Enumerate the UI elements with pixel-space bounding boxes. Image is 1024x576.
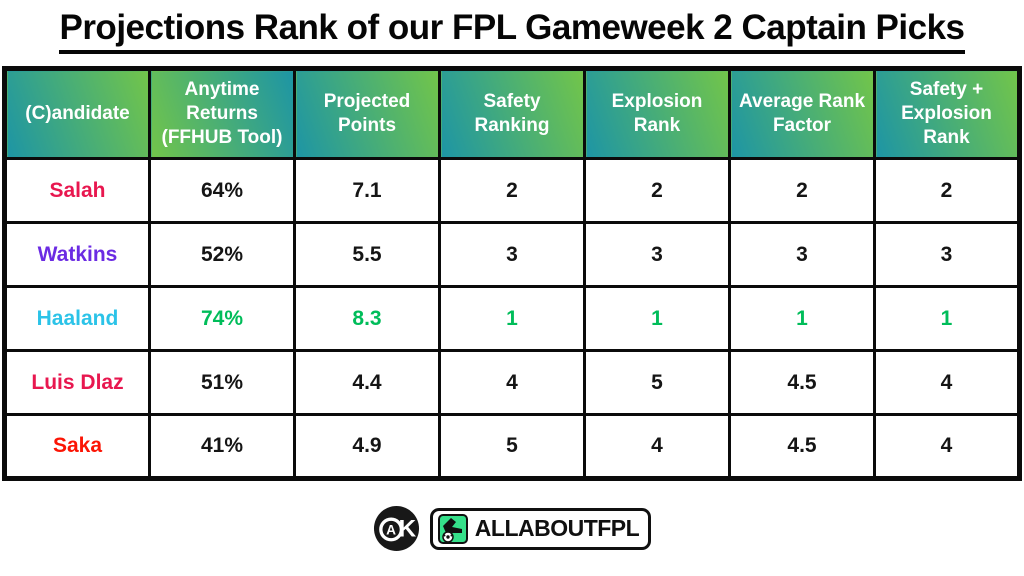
value-cell: 1 — [583, 285, 731, 352]
page-title-wrap: Projections Rank of our FPL Gameweek 2 C… — [0, 0, 1024, 58]
projections-table: (C)andidate Anytime Returns (FFHUB Tool) P… — [2, 66, 1022, 481]
value-cell: 5 — [583, 349, 731, 416]
value-cell: 1 — [438, 285, 586, 352]
svg-text:K: K — [398, 515, 416, 542]
column-header: Average Rank Factor — [728, 67, 876, 160]
column-header: (C)andidate — [3, 67, 151, 160]
candidate-name-cell: Salah — [3, 157, 151, 224]
value-cell: 2 — [728, 157, 876, 224]
value-cell: 1 — [873, 285, 1021, 352]
value-cell: 4.9 — [293, 413, 441, 480]
value-cell: 41% — [148, 413, 296, 480]
candidate-name-cell: Haaland — [3, 285, 151, 352]
ak-monogram-logo: A K — [373, 505, 419, 552]
value-cell: 4.4 — [293, 349, 441, 416]
table-body: Salah 64% 7.1 2 2 2 2 Watkins 52% 5.5 3 3 3 3 Haaland 7… — [3, 157, 1021, 480]
value-cell: 2 — [438, 157, 586, 224]
page-title: Projections Rank of our FPL Gameweek 2 C… — [59, 8, 965, 54]
value-cell: 4 — [873, 413, 1021, 480]
table-header-row: (C)andidate Anytime Returns (FFHUB Tool) P… — [3, 67, 1021, 160]
value-cell: 4.5 — [728, 349, 876, 416]
value-cell: 64% — [148, 157, 296, 224]
value-cell: 8.3 — [293, 285, 441, 352]
candidate-name-cell: Saka — [3, 413, 151, 480]
value-cell: 74% — [148, 285, 296, 352]
value-cell: 3 — [873, 221, 1021, 288]
value-cell: 3 — [728, 221, 876, 288]
boot-ball-icon — [437, 513, 468, 544]
value-cell: 2 — [873, 157, 1021, 224]
table-row: Saka 41% 4.9 5 4 4.5 4 — [3, 413, 1021, 480]
value-cell: 4.5 — [728, 413, 876, 480]
table-row: Salah 64% 7.1 2 2 2 2 — [3, 157, 1021, 224]
value-cell: 5.5 — [293, 221, 441, 288]
svg-text:A: A — [386, 522, 396, 537]
column-header: Safety Ranking — [438, 67, 586, 160]
value-cell: 4 — [583, 413, 731, 480]
column-header: Anytime Returns (FFHUB Tool) — [148, 67, 296, 160]
table-row: Watkins 52% 5.5 3 3 3 3 — [3, 221, 1021, 288]
column-header: Projected Points — [293, 67, 441, 160]
candidate-name-cell: Watkins — [3, 221, 151, 288]
table-wrap: (C)andidate Anytime Returns (FFHUB Tool) P… — [0, 58, 1024, 481]
value-cell: 2 — [583, 157, 731, 224]
brand-name: ALLABOUTFPL — [474, 515, 640, 541]
value-cell: 52% — [148, 221, 296, 288]
column-header: Safety + Explosion Rank — [873, 67, 1021, 160]
column-header: Explosion Rank — [583, 67, 731, 160]
value-cell: 4 — [873, 349, 1021, 416]
table-row: Luis Dlaz 51% 4.4 4 5 4.5 4 — [3, 349, 1021, 416]
value-cell: 3 — [583, 221, 731, 288]
value-cell: 5 — [438, 413, 586, 480]
value-cell: 4 — [438, 349, 586, 416]
value-cell: 3 — [438, 221, 586, 288]
table-row: Haaland 74% 8.3 1 1 1 1 — [3, 285, 1021, 352]
candidate-name-cell: Luis Dlaz — [3, 349, 151, 416]
value-cell: 51% — [148, 349, 296, 416]
value-cell: 7.1 — [293, 157, 441, 224]
footer: A K ALLABOUTFPL — [0, 505, 1024, 552]
allaboutfpl-badge: ALLABOUTFPL — [429, 507, 652, 550]
value-cell: 1 — [728, 285, 876, 352]
